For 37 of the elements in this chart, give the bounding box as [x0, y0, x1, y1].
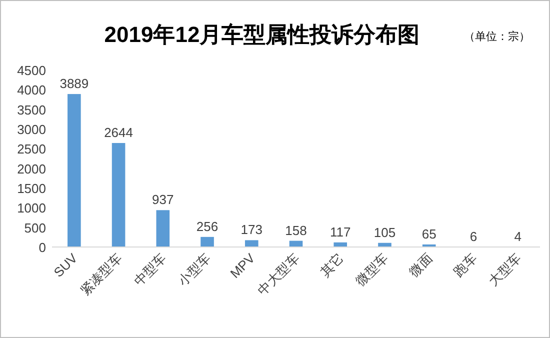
y-tick-label: 3500: [17, 102, 46, 118]
data-label: 3889: [60, 76, 89, 92]
y-tick-label: 2000: [17, 161, 46, 176]
data-label: 65: [422, 226, 436, 242]
x-tick-label: 微面: [406, 250, 436, 280]
bar: [200, 236, 214, 247]
bar: [244, 240, 258, 247]
x-tick-label: 跑车: [450, 250, 480, 280]
data-label: 6: [470, 228, 478, 244]
x-tick-label: 微型车: [352, 250, 391, 289]
y-tick-label: 1500: [17, 181, 46, 196]
y-tick-label: 4500: [17, 63, 46, 78]
bar: [112, 143, 126, 247]
data-label: 117: [330, 224, 351, 240]
y-tick-label: 4000: [17, 82, 46, 98]
data-label: 937: [152, 192, 174, 208]
x-tick-label: 小型车: [175, 250, 214, 289]
bar: [68, 94, 81, 247]
x-tick-label: 中大型车: [254, 250, 302, 298]
data-label: 105: [374, 224, 396, 240]
y-tick-label: 3000: [17, 122, 46, 137]
chart-title: 2019年12月车型属性投诉分布图: [104, 22, 420, 47]
bar: [156, 210, 170, 247]
data-label: 2644: [104, 125, 134, 140]
chart-subtitle: （单位：宗）: [464, 30, 530, 43]
x-tick-label: 大型车: [486, 250, 524, 289]
data-label: 4: [514, 228, 522, 244]
data-label: 173: [240, 222, 262, 238]
x-tick-label: 其它: [317, 250, 346, 280]
y-tick-label: 500: [24, 220, 46, 236]
x-tick-label: 中型车: [130, 250, 170, 289]
x-tick-label: 紧凑型车: [77, 250, 125, 298]
data-label: 256: [196, 218, 218, 234]
y-tick-label: 2500: [17, 142, 46, 157]
y-tick-label: 0: [38, 240, 46, 255]
data-label: 158: [285, 222, 307, 238]
y-tick-label: 1000: [17, 200, 46, 216]
